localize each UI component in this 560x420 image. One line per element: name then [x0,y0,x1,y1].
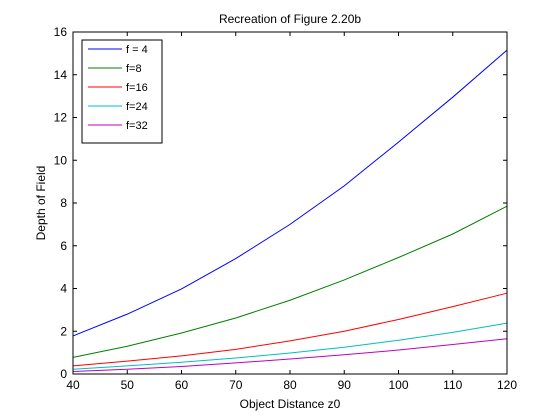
y-tick-label: 10 [54,153,68,167]
legend-label-4: f=24 [126,101,148,113]
series-line-5 [72,338,508,372]
x-tick-label: 100 [388,378,408,392]
legend-label-2: f=8 [126,63,142,75]
y-tick-label: 8 [60,196,67,210]
legend: f = 4 f=8 f=16 f=24 f=32 [81,39,163,144]
series-line-4 [72,322,508,370]
y-axis-label: Depth of Field [34,166,48,241]
x-tick-label: 70 [229,378,243,392]
x-tick-label: 90 [338,378,352,392]
y-tick-label: 6 [60,239,67,253]
x-tick-label: 80 [283,378,297,392]
x-tick-label: 60 [175,378,189,392]
y-tick-label: 0 [60,367,67,381]
legend-box [81,39,163,144]
x-axis-label: Object Distance z0 [240,397,341,411]
x-tick-label: 40 [66,378,80,392]
x-tick-label: 50 [121,378,135,392]
legend-label-3: f=16 [126,82,148,94]
x-tick-label: 120 [497,378,517,392]
y-axis: 0 2 4 6 8 10 12 14 16 [54,25,507,381]
chart-title: Recreation of Figure 2.20b [219,12,361,26]
y-tick-label: 4 [60,282,67,296]
series-line-3 [72,292,508,367]
legend-label-5: f=32 [126,120,148,132]
x-axis: 40 50 60 70 80 90 100 110 120 [66,32,517,392]
y-tick-label: 16 [54,25,68,39]
series-layer [72,49,508,372]
series-line-2 [72,205,508,358]
y-tick-label: 2 [60,324,67,338]
legend-label-1: f = 4 [126,44,148,56]
y-tick-label: 14 [54,68,68,82]
series-line-1 [72,49,508,337]
y-tick-label: 12 [54,111,68,125]
x-tick-label: 110 [443,378,462,392]
